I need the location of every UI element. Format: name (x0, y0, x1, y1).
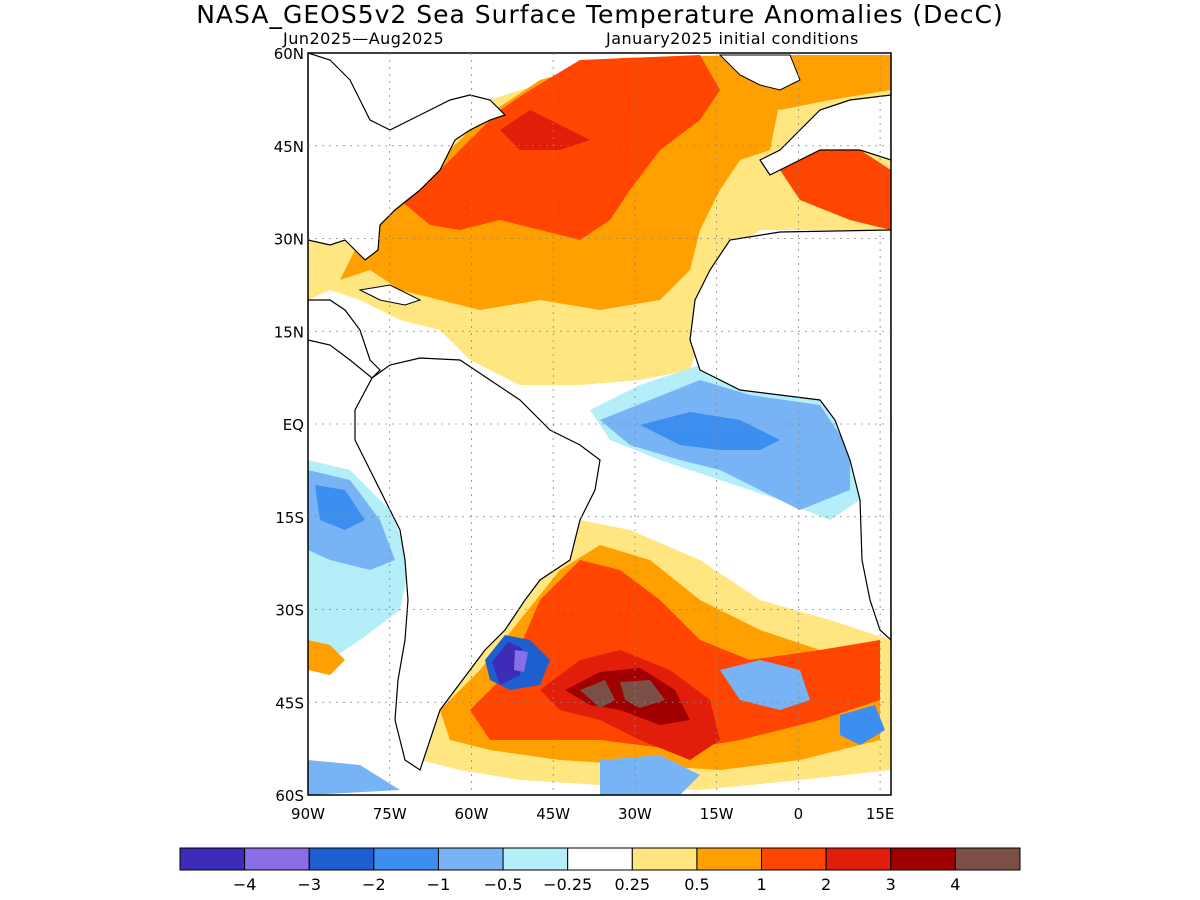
colorbar: −4 −3 −2 −1 −0.5 −0.25 0.25 0.5 1 2 3 4 (179, 847, 1021, 894)
colorbar-swatch (631, 847, 698, 871)
colorbar-swatch (696, 847, 763, 871)
lat-label-45s: 45S (275, 694, 304, 712)
pacific-warm-patch (308, 640, 345, 675)
cold-edge (514, 650, 528, 672)
lat-label-15n: 15N (274, 323, 304, 341)
lat-label-30n: 30N (274, 231, 304, 249)
south-america (354, 357, 601, 771)
equatorial-cool-core (640, 412, 780, 450)
lat-label-30s: 30S (275, 602, 304, 620)
north-america (308, 53, 507, 261)
lat-label-60n: 60N (274, 45, 304, 63)
longitude-labels: 90W 75W 60W 45W 30W 15W 0 15E (291, 805, 894, 823)
cool-patch-2 (840, 705, 885, 745)
colorbar-label: −3 (297, 875, 321, 894)
colorbar-swatch (890, 847, 956, 871)
europe (759, 94, 891, 176)
europe-warm (780, 150, 891, 230)
south-cool-patch (720, 660, 810, 710)
lat-label-15s: 15S (275, 509, 304, 527)
initial-conditions: January2025 initial conditions (606, 29, 859, 48)
north-atlantic-hot-patch (500, 110, 590, 150)
colorbar-swatch (308, 847, 375, 871)
colorbar-swatch (437, 847, 504, 871)
colorbar-swatch (373, 847, 439, 871)
colorbar-label: −0.5 (484, 875, 523, 894)
lon-label-75w: 75W (373, 805, 407, 823)
greenland-iceland (718, 54, 801, 91)
southwest-cool (308, 760, 400, 795)
colorbar-label: −4 (233, 875, 257, 894)
lat-label-45n: 45N (274, 138, 304, 156)
latitude-labels: 60N 45N 30N 15N EQ 15S 30S 45S 60S (274, 45, 304, 805)
central-america (308, 299, 381, 379)
colorbar-swatch (954, 847, 1021, 871)
colorbar-label: −1 (427, 875, 451, 894)
colorbar-label: −2 (362, 875, 386, 894)
colorbar-swatch (179, 847, 246, 871)
lon-label-45w: 45W (536, 805, 570, 823)
colorbar-label: 2 (821, 875, 831, 894)
south-atlantic-extreme (580, 680, 665, 708)
cuba (358, 284, 422, 306)
colorbar-swatch (761, 847, 827, 871)
lat-label-60s: 60S (275, 787, 304, 805)
gridlines (308, 53, 891, 795)
pacific-cool-core (315, 485, 365, 530)
lon-label-30w: 30W (618, 805, 652, 823)
colorbar-label: 4 (950, 875, 960, 894)
colorbar-swatch (244, 847, 310, 871)
colorbar-swatch (567, 847, 633, 871)
colorbar-label: −0.25 (543, 875, 592, 894)
map-title: NASA_GEOS5v2 Sea Surface Temperature Ano… (196, 0, 1004, 29)
colorbar-swatch (502, 847, 569, 871)
tropical-atlantic-warm (460, 320, 700, 385)
colorbar-label: 3 (886, 875, 896, 894)
brazil-malvinas-cold (492, 642, 522, 685)
lon-label-60w: 60W (454, 805, 488, 823)
lon-label-90w: 90W (291, 805, 325, 823)
colorbar-label: 1 (756, 875, 766, 894)
colorbar-label: 0.25 (614, 875, 650, 894)
africa (689, 229, 891, 641)
lon-label-15e: 15E (866, 805, 895, 823)
colorbar-swatch (825, 847, 892, 871)
forecast-period: Jun2025—Aug2025 (283, 29, 445, 48)
lon-label-0: 0 (794, 805, 804, 823)
anomaly-field (308, 53, 891, 795)
south-cool-strip (600, 755, 700, 795)
lon-label-15w: 15W (700, 805, 734, 823)
colorbar-label: 0.5 (684, 875, 709, 894)
lat-label-eq: EQ (283, 416, 304, 434)
